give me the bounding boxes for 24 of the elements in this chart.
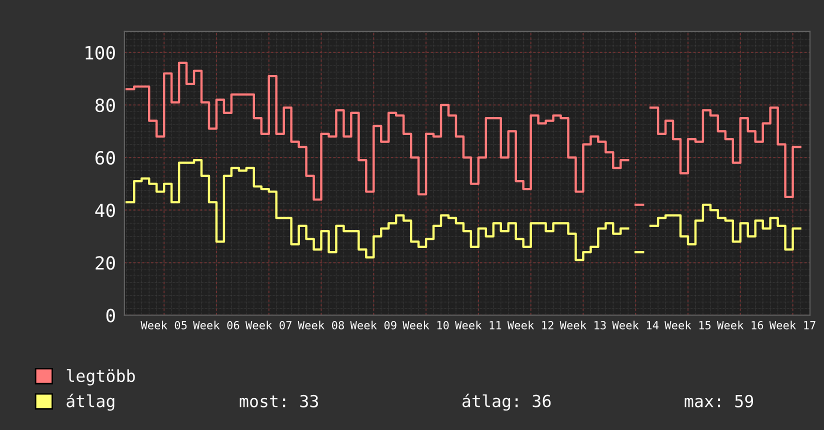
y-tick-label: 20 xyxy=(96,256,115,270)
y-tick-label: 40 xyxy=(95,204,115,218)
x-tick-label: Week 14 xyxy=(612,320,658,330)
legend-label: legtöbb xyxy=(66,369,135,386)
text: max: 59 xyxy=(684,394,754,408)
x-tick-label: Week 07 xyxy=(245,320,292,330)
y-tick-label: 100 xyxy=(86,46,115,60)
x-tick-label: Week 12 xyxy=(507,320,554,330)
text: most: 33 xyxy=(240,394,318,408)
x-tick-label: Week 05 xyxy=(140,320,187,330)
y-tick-label: 60 xyxy=(96,151,115,165)
x-tick-label: Week 10 xyxy=(402,320,449,330)
y-tick-label: 80 xyxy=(96,98,115,112)
x-tick-label: Week 13 xyxy=(560,320,606,330)
x-tick-label: Week 16 xyxy=(716,320,764,330)
x-tick-label: Week 08 xyxy=(298,320,344,330)
x-tick-label: Week 17 xyxy=(769,320,816,330)
x-tick-label: Week 09 xyxy=(350,320,396,330)
y-tick-label: 0 xyxy=(106,308,115,322)
legend-label: átlag xyxy=(66,394,114,411)
x-tick-label: Week 11 xyxy=(455,320,502,330)
x-tick-label: Week 06 xyxy=(193,320,240,330)
text: átlag: 36 xyxy=(462,394,551,411)
x-tick-label: Week 15 xyxy=(664,320,711,330)
